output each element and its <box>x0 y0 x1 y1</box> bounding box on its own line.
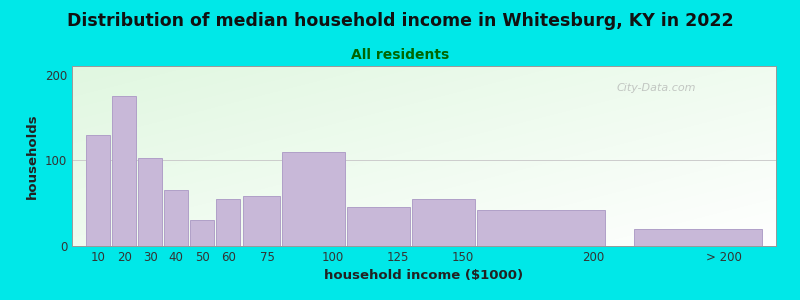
Bar <box>634 229 762 246</box>
Text: Distribution of median household income in Whitesburg, KY in 2022: Distribution of median household income … <box>66 12 734 30</box>
Bar <box>190 220 214 246</box>
Bar <box>86 135 110 246</box>
Bar <box>138 158 162 246</box>
Bar <box>164 190 188 246</box>
Bar <box>282 152 345 246</box>
Bar <box>412 199 475 246</box>
Y-axis label: households: households <box>26 113 39 199</box>
Text: City-Data.com: City-Data.com <box>617 82 696 93</box>
Text: All residents: All residents <box>351 48 449 62</box>
Bar <box>477 210 606 246</box>
Bar <box>217 199 241 246</box>
X-axis label: household income ($1000): household income ($1000) <box>325 269 523 282</box>
Bar <box>347 207 410 246</box>
Bar <box>242 196 279 246</box>
Bar <box>112 96 136 246</box>
